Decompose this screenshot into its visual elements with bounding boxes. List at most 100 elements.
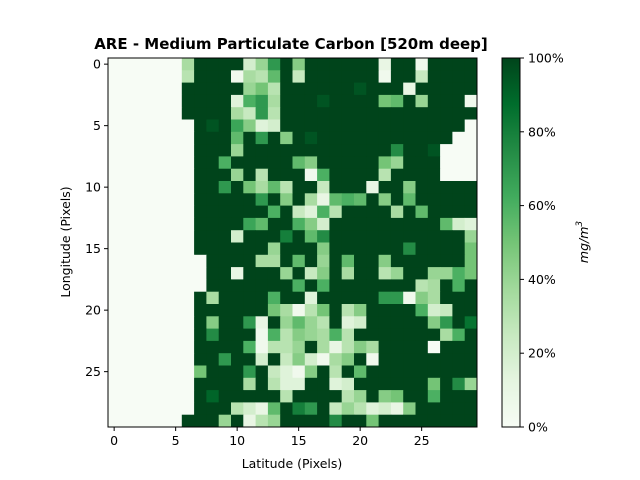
- heatmap-cell: [403, 353, 416, 366]
- heatmap-cell: [181, 119, 195, 133]
- heatmap-cell: [378, 119, 392, 133]
- heatmap-cell: [403, 377, 416, 391]
- heatmap-cell: [280, 242, 293, 256]
- heatmap-cell: [440, 168, 453, 182]
- heatmap-cell: [464, 254, 478, 268]
- heatmap-cell: [157, 181, 170, 194]
- heatmap-cell: [218, 230, 232, 243]
- heatmap-cell: [120, 254, 133, 268]
- heatmap-cell: [120, 205, 133, 219]
- heatmap-cell: [366, 107, 379, 120]
- heatmap-cell: [120, 58, 133, 71]
- heatmap-cell: [120, 193, 133, 206]
- heatmap-cell: [169, 267, 183, 280]
- heatmap-cell: [440, 254, 453, 268]
- heatmap-cell: [108, 291, 121, 305]
- heatmap-cell: [390, 316, 404, 329]
- heatmap-cell: [329, 217, 343, 231]
- heatmap-cell: [354, 328, 367, 342]
- heatmap-cell: [231, 107, 244, 120]
- heatmap-cell: [280, 107, 293, 120]
- heatmap-cell: [378, 242, 392, 256]
- heatmap-cell: [304, 254, 318, 268]
- heatmap-cell: [132, 131, 146, 145]
- heatmap-cell: [317, 70, 330, 83]
- heatmap-cell: [132, 365, 146, 379]
- heatmap-cell: [231, 70, 244, 83]
- heatmap-cell: [452, 365, 466, 379]
- heatmap-cell: [440, 365, 453, 379]
- heatmap-cell: [292, 131, 306, 145]
- heatmap-cell: [169, 291, 183, 305]
- heatmap-cell: [255, 414, 269, 428]
- heatmap-cell: [440, 156, 453, 170]
- heatmap-cell: [415, 365, 429, 379]
- heatmap-cell: [378, 94, 392, 108]
- heatmap-cell: [206, 414, 220, 428]
- heatmap-cell: [144, 279, 158, 293]
- heatmap-cell: [255, 254, 269, 268]
- heatmap-cell: [464, 402, 478, 416]
- heatmap-cell: [267, 254, 281, 268]
- heatmap-cell: [378, 304, 392, 317]
- heatmap-cell: [403, 144, 416, 157]
- heatmap-cell: [243, 70, 256, 83]
- heatmap-cell: [292, 94, 306, 108]
- heatmap-cell: [243, 377, 256, 391]
- heatmap-cell: [218, 390, 232, 403]
- heatmap-cell: [132, 267, 146, 280]
- heatmap-cell: [440, 328, 453, 342]
- heatmap-cell: [181, 230, 195, 243]
- heatmap-cell: [132, 217, 146, 231]
- heatmap-cell: [108, 70, 121, 83]
- heatmap-cell: [206, 390, 220, 403]
- heatmap-cell: [243, 94, 256, 108]
- heatmap-cell: [403, 119, 416, 133]
- colorbar-tick-label: 60%: [528, 198, 556, 213]
- heatmap-cell: [231, 82, 244, 96]
- heatmap-cell: [464, 414, 478, 428]
- heatmap-cell: [120, 181, 133, 194]
- heatmap-cell: [181, 242, 195, 256]
- heatmap-cell: [440, 316, 453, 329]
- colorbar-tick-label: 40%: [528, 272, 556, 287]
- heatmap-cell: [267, 353, 281, 366]
- heatmap-cell: [218, 316, 232, 329]
- heatmap-cell: [280, 340, 293, 354]
- heatmap-cell: [440, 267, 453, 280]
- heatmap-cell: [354, 316, 367, 329]
- heatmap-cell: [292, 144, 306, 157]
- heatmap-cell: [255, 377, 269, 391]
- heatmap-cell: [317, 217, 330, 231]
- heatmap-cell: [317, 94, 330, 108]
- heatmap-cell: [452, 94, 466, 108]
- colorbar-tick-label: 100%: [528, 51, 564, 66]
- heatmap-cell: [341, 82, 355, 96]
- heatmap-cell: [218, 205, 232, 219]
- heatmap-cell: [452, 390, 466, 403]
- heatmap-cell: [452, 131, 466, 145]
- heatmap-cell: [157, 279, 170, 293]
- heatmap-cell: [132, 193, 146, 206]
- heatmap-cell: [255, 340, 269, 354]
- heatmap-cell: [378, 390, 392, 403]
- heatmap-cell: [378, 144, 392, 157]
- heatmap-cell: [255, 193, 269, 206]
- heatmap-cell: [169, 254, 183, 268]
- heatmap-cell: [415, 242, 429, 256]
- heatmap-cell: [108, 304, 121, 317]
- heatmap-cell: [403, 70, 416, 83]
- heatmap-cell: [403, 181, 416, 194]
- heatmap-cell: [218, 279, 232, 293]
- heatmap-cell: [329, 193, 343, 206]
- heatmap-cell: [144, 353, 158, 366]
- heatmap-cell: [403, 131, 416, 145]
- heatmap-cell: [243, 402, 256, 416]
- heatmap-cell: [415, 70, 429, 83]
- heatmap-cell: [206, 304, 220, 317]
- heatmap-cell: [255, 230, 269, 243]
- heatmap-cell: [231, 316, 244, 329]
- colorbar: [501, 57, 521, 428]
- heatmap-cell: [132, 328, 146, 342]
- heatmap-cell: [354, 131, 367, 145]
